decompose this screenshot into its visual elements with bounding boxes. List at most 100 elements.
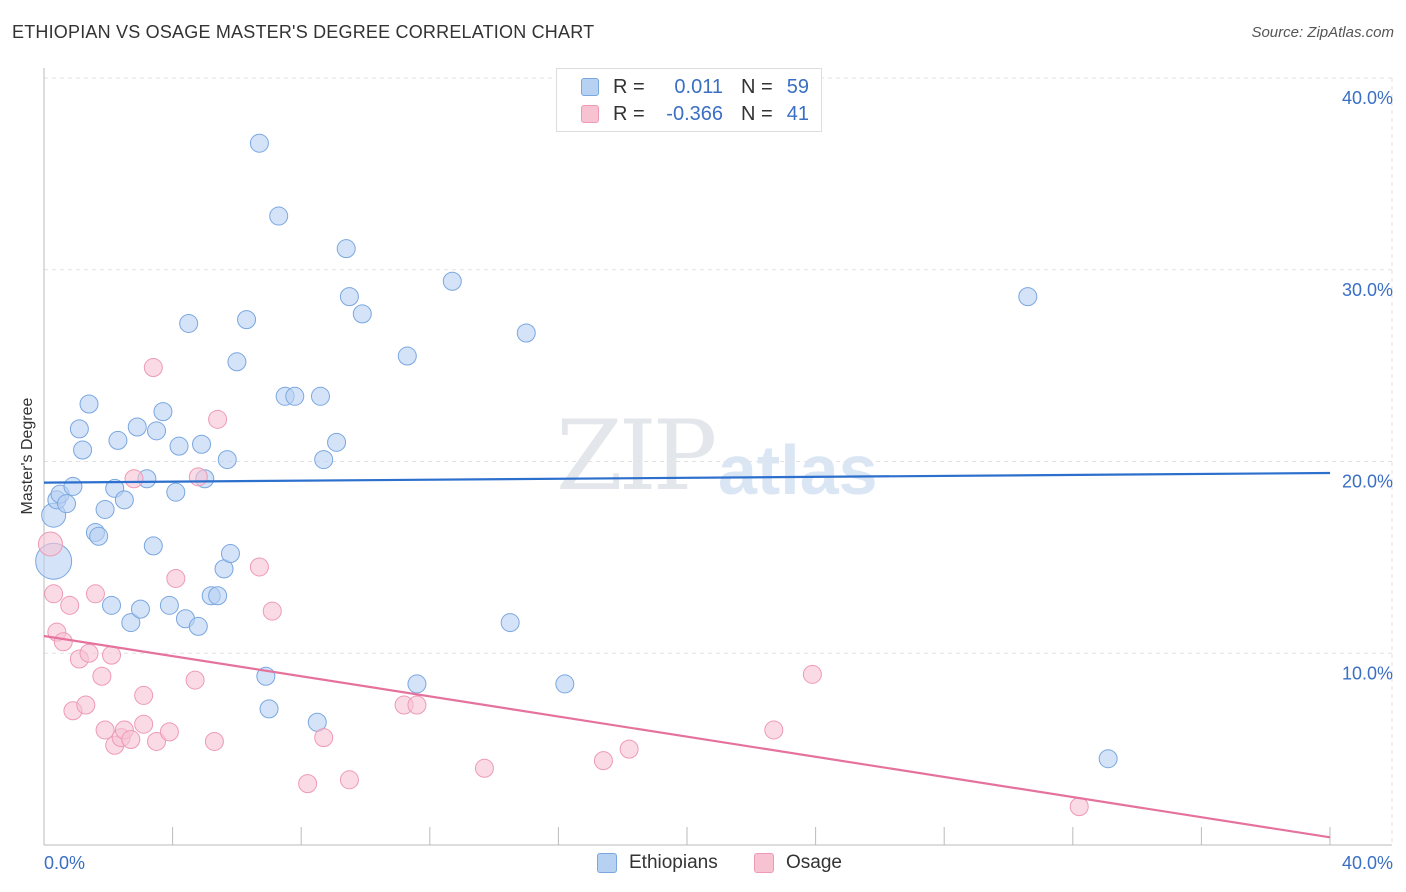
- bottom-legend-ethiopians: Ethiopians: [597, 852, 718, 874]
- osage-point: [593, 751, 613, 771]
- osage-point: [159, 722, 179, 742]
- osage-point: [474, 758, 494, 778]
- ethiopians-point: [89, 526, 109, 546]
- osage-trend-line: [43, 634, 1331, 839]
- ethiopians-point: [407, 674, 427, 694]
- ethiopians-point: [1018, 287, 1038, 307]
- correlation-legend: R = 0.011 N = 59 R = -0.366 N = 41: [556, 68, 822, 132]
- bottom-swatch-blue: [597, 853, 617, 873]
- osage-point: [102, 645, 122, 665]
- watermark-atlas: atlas: [718, 431, 878, 509]
- ethiopians-point: [516, 323, 536, 343]
- legend-n-value: 59: [786, 75, 809, 98]
- ethiopians-point: [108, 430, 128, 450]
- ethiopians-point: [237, 310, 257, 330]
- ethiopians-point: [179, 313, 199, 333]
- trend-lines: [43, 471, 1331, 839]
- legend-row-ethiopians: R = 0.011 N = 59: [581, 75, 809, 99]
- legend-swatch-blue: [581, 78, 599, 96]
- osage-point: [37, 531, 63, 557]
- osage-point: [407, 695, 427, 715]
- ethiopians-point: [153, 402, 173, 422]
- ethiopians-point: [285, 386, 305, 406]
- x-tick-label: 0.0%: [44, 853, 85, 873]
- osage-point: [124, 469, 144, 489]
- osage-point: [764, 720, 784, 740]
- ethiopians-point: [69, 419, 89, 439]
- ethiopians-point: [143, 536, 163, 556]
- osage-point: [249, 557, 269, 577]
- osage-point: [208, 409, 228, 429]
- legend-r-value: -0.366: [666, 102, 723, 125]
- legend-swatch-pink: [581, 105, 599, 123]
- ethiopians-point: [259, 699, 279, 719]
- x-tick-label: 40.0%: [1342, 853, 1393, 873]
- legend-n-label: N =: [741, 75, 773, 98]
- ethiopians-point: [339, 287, 359, 307]
- osage-point: [262, 601, 282, 621]
- ethiopians-point: [159, 595, 179, 615]
- ethiopians-point: [555, 674, 575, 694]
- osage-point: [85, 584, 105, 604]
- axes: [43, 68, 1392, 846]
- ethiopians-point: [169, 436, 189, 456]
- osage-point: [314, 728, 334, 748]
- legend-r-value: 0.011: [674, 75, 723, 98]
- legend-r-label: R =: [613, 102, 645, 125]
- bottom-swatch-pink: [754, 853, 774, 873]
- ethiopians-point: [192, 434, 212, 454]
- chart-title: ETHIOPIAN VS OSAGE MASTER'S DEGREE CORRE…: [12, 22, 595, 42]
- osage-point: [134, 685, 154, 705]
- ethiopians-point: [95, 499, 115, 519]
- chart-source: Source: ZipAtlas.com: [1251, 24, 1394, 41]
- watermark-zip: ZIP: [556, 400, 717, 512]
- ethiopians-point: [500, 613, 520, 633]
- legend-row-osage: R = -0.366 N = 41: [581, 102, 809, 126]
- legend-n-value: 41: [786, 102, 809, 125]
- ethiopians-point: [121, 613, 141, 633]
- y-axis-label: Master's Degree: [19, 397, 36, 515]
- ethiopians-point: [114, 490, 134, 510]
- osage-point: [298, 774, 318, 794]
- ethiopians-trend-line: [43, 471, 1331, 484]
- osage-point: [121, 730, 141, 750]
- osage-point: [79, 643, 99, 663]
- ethiopians-point: [1098, 749, 1118, 769]
- ethiopians-point: [314, 450, 334, 470]
- y-tick-label: 40.0%: [1342, 88, 1393, 108]
- bottom-legend-label: Osage: [786, 852, 842, 873]
- osage-point: [188, 467, 208, 487]
- osage-point: [134, 714, 154, 734]
- ethiopians-point: [220, 544, 240, 564]
- osage-point: [76, 695, 96, 715]
- ethiopians-point: [217, 450, 237, 470]
- bottom-legend-label: Ethiopians: [629, 852, 718, 873]
- osage-point: [1069, 797, 1089, 817]
- ethiopians-point: [227, 352, 247, 372]
- osage-point: [802, 664, 822, 684]
- ethiopians-point: [63, 476, 83, 496]
- y-tick-label: 20.0%: [1342, 472, 1393, 492]
- osage-point: [204, 731, 224, 751]
- legend-r-label: R =: [613, 75, 645, 98]
- ethiopians-point: [166, 482, 186, 502]
- osage-point: [60, 595, 80, 615]
- osage-point: [44, 584, 64, 604]
- ethiopians-point: [147, 421, 167, 441]
- y-tick-label: 10.0%: [1342, 663, 1393, 683]
- ethiopians-point: [102, 595, 122, 615]
- grid-lines: [44, 77, 1393, 845]
- ethiopians-point: [336, 239, 356, 259]
- ethiopians-point: [310, 386, 330, 406]
- osage-point: [147, 731, 167, 751]
- ethiopians-point: [73, 440, 93, 460]
- osage-point: [185, 670, 205, 690]
- osage-point: [143, 358, 163, 378]
- y-tick-label: 30.0%: [1342, 280, 1393, 300]
- osage-point: [339, 770, 359, 790]
- ethiopians-point: [397, 346, 417, 366]
- osage-point: [95, 720, 115, 740]
- ethiopians-point: [57, 494, 77, 514]
- osage-point: [92, 666, 112, 686]
